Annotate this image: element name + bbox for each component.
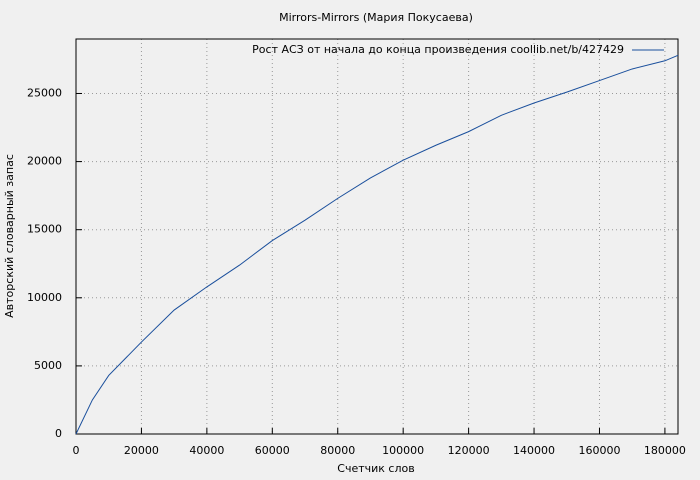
y-tick-label: 5000 [34, 359, 62, 372]
x-tick-label: 0 [73, 444, 80, 457]
y-tick-label: 15000 [27, 223, 62, 236]
x-axis-label: Счетчик слов [337, 462, 414, 475]
y-tick-label: 20000 [27, 155, 62, 168]
x-tick-label: 160000 [578, 444, 620, 457]
x-tick-label: 40000 [189, 444, 224, 457]
y-tick-label: 25000 [27, 86, 62, 99]
x-tick-label: 140000 [513, 444, 555, 457]
y-tick-label: 10000 [27, 291, 62, 304]
data-line [75, 54, 679, 435]
x-tick-label: 120000 [448, 444, 490, 457]
y-tick-label: 0 [55, 427, 62, 440]
plot-frame [75, 38, 679, 435]
x-tick-label: 20000 [124, 444, 159, 457]
legend-label: Рост АСЗ от начала до конца произведения… [252, 43, 624, 56]
x-tick-label: 100000 [382, 444, 424, 457]
x-tick-label: 80000 [320, 444, 355, 457]
x-tick-label: 60000 [255, 444, 290, 457]
chart-title: Mirrors-Mirrors (Мария Покусаева) [279, 11, 473, 24]
y-axis-label: Авторский словарный запас [3, 154, 16, 318]
x-tick-label: 180000 [644, 444, 686, 457]
